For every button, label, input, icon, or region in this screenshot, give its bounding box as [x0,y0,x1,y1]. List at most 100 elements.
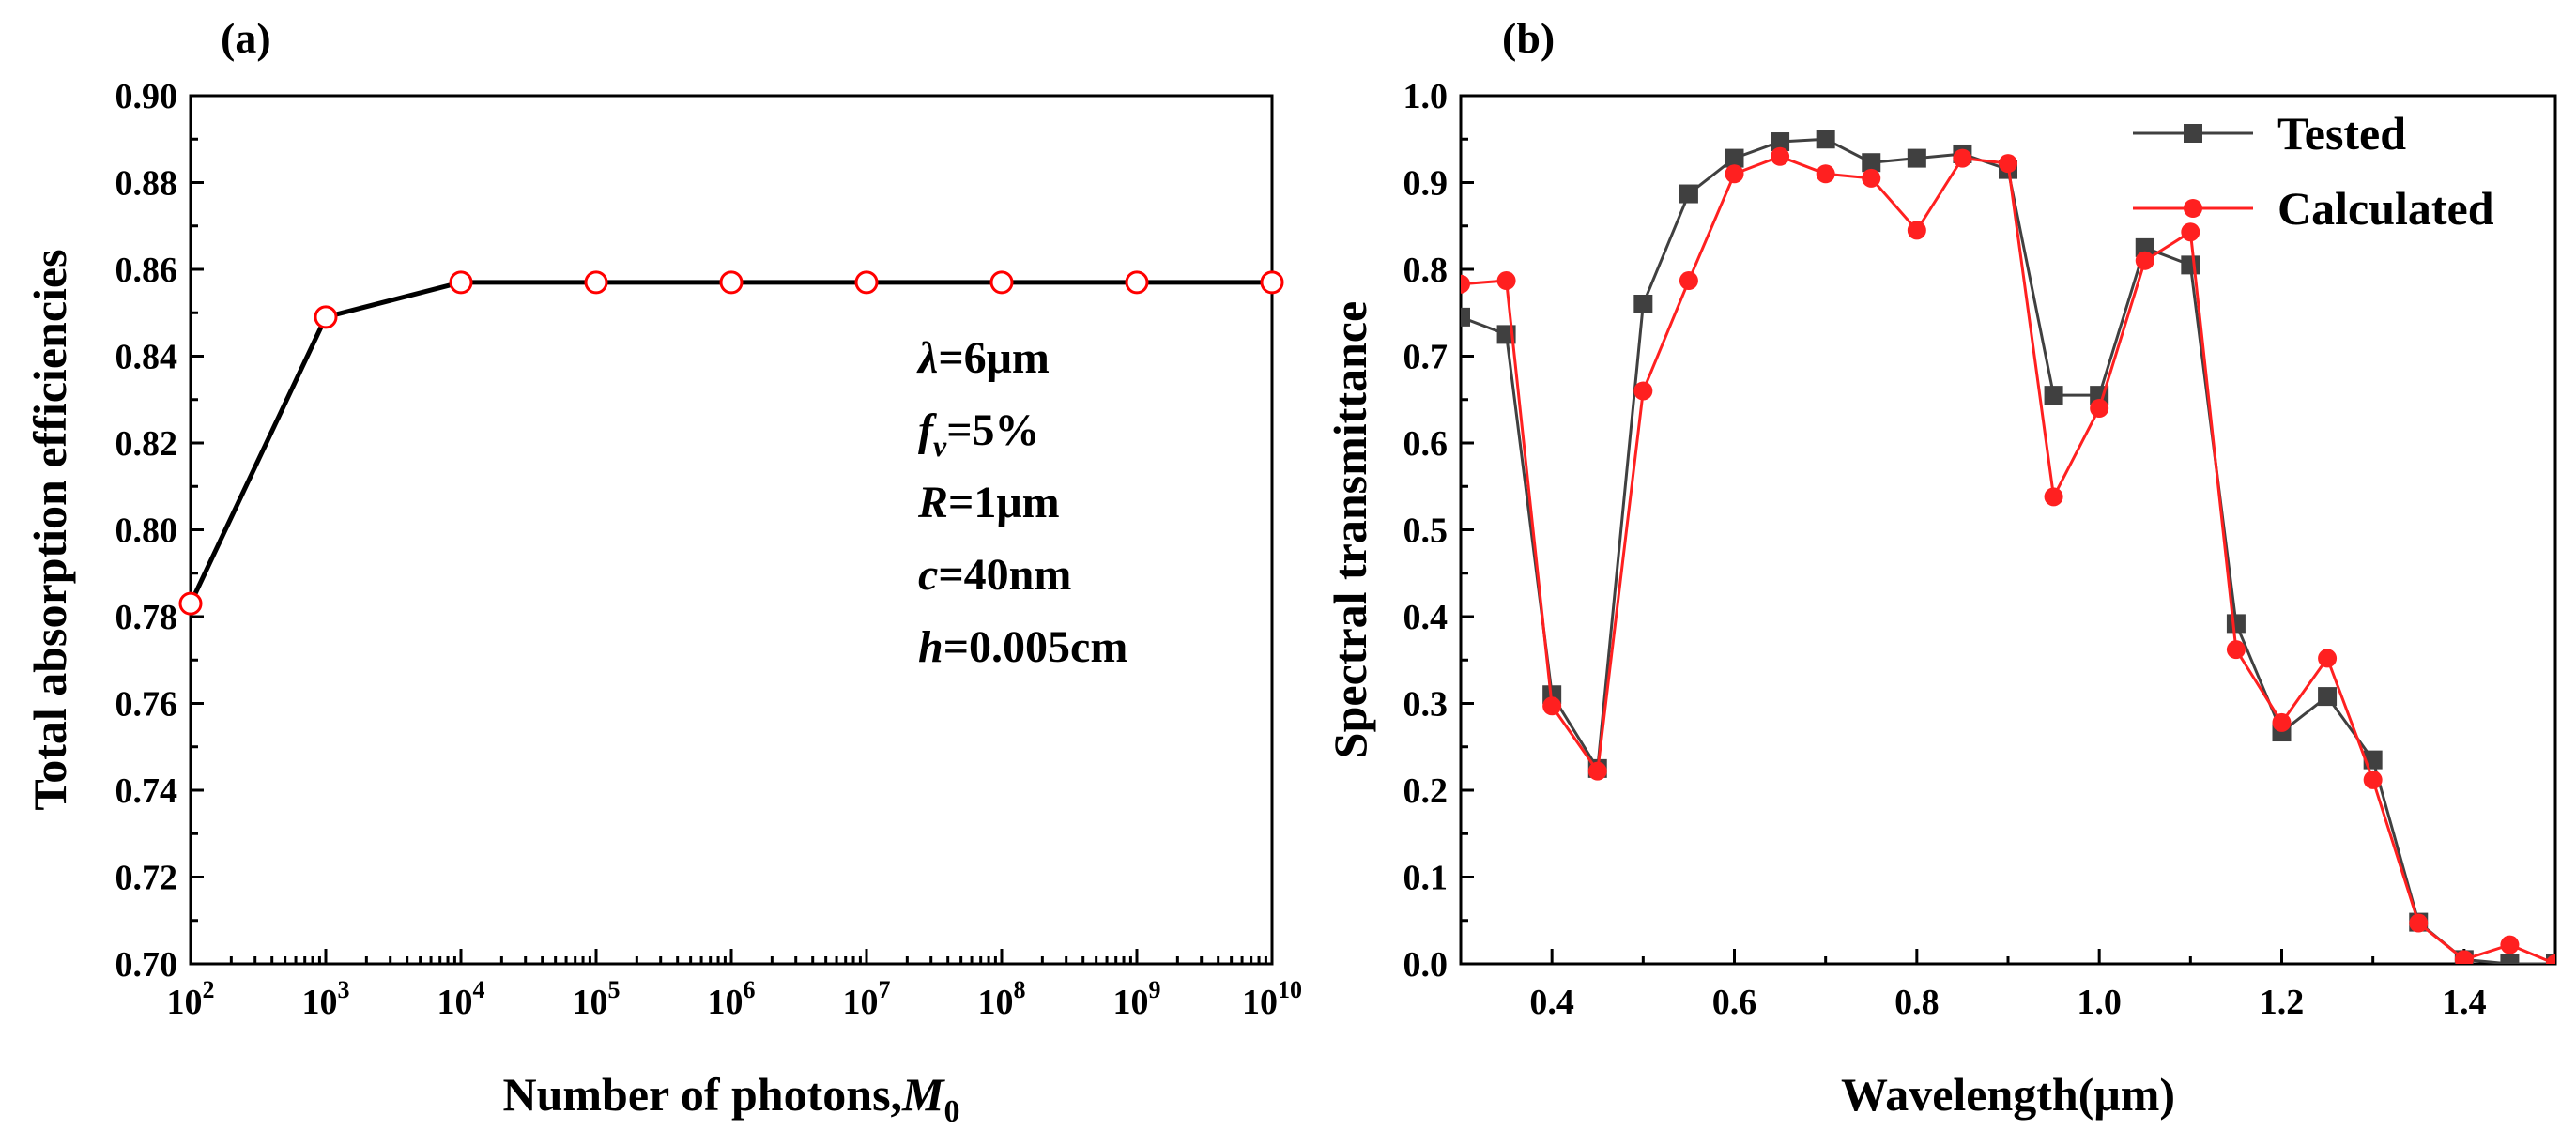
panel-a-x-tick-label: 102 [167,976,215,1022]
panel-b-tested-point [1633,295,1653,313]
panel-b-calculated-point [2409,913,2429,933]
panel-b: (b) 0.0 0.1 0.2 0.3 0.4 0.5 0.6 0.7 0.8 0.9 1.0 0.4… [1324,14,2557,1121]
panel-a-parameter-symbol: h [918,622,943,672]
panel-a-y-tick-label: 0.80 [115,511,178,551]
panel-b-y-tick-label: 0.1 [1403,859,1449,898]
panel-a-x-tick-base: 10 [1113,983,1149,1022]
panel-a-data-point [314,305,338,329]
panel-b-legend-calculated-label: Calculated [2277,182,2494,235]
panel-b-legend-tested-label: Tested [2277,107,2406,160]
panel-b-x-tick-label: 1.0 [2077,983,2122,1022]
panel-b-legend-tested-marker [2184,124,2202,143]
panel-a-x-tick-label: 105 [573,976,621,1022]
panel-b-legend-calculated-marker [2184,199,2202,218]
panel-a-y-tick-label: 0.88 [115,164,178,204]
panel-b-calculated-line [1461,155,2555,964]
panel-b-calculated-point [1862,168,1881,188]
panel-b-tested-point [2044,386,2063,405]
panel-a-data-point [449,270,473,295]
panel-b-x-tick-label: 0.4 [1529,983,1574,1022]
panel-a-parameter-value: =5% [946,405,1039,455]
panel-a-x-tick-exponent: 9 [1149,976,1161,1003]
panel-a-x-tick-base: 10 [978,983,1014,1022]
panel-a-parameter-symbol: λ [916,333,938,383]
panel-b-calculated-point [1725,164,1744,184]
panel-a-x-tick-base: 10 [167,983,203,1022]
panel-b-tested-point [1461,307,1470,327]
panel-a-x-axis-title-text: Number of photons, [502,1068,902,1121]
panel-b-y-tick-label: 0.6 [1403,424,1449,464]
panel-a-x-tick-label: 104 [437,976,485,1022]
panel-a-data-point [1125,270,1149,295]
panel-b-y-tick-label: 0.5 [1403,511,1449,551]
panel-a-parameter-label: h=0.005cm [918,622,1127,672]
panel-b-calculated-point [1587,761,1607,781]
panel-a-parameter-label: λ=6μm [916,333,1050,383]
panel-a-x-tick-base: 10 [843,983,879,1022]
panel-a-x-tick-label: 1010 [1242,976,1302,1022]
panel-a-data-point [584,270,608,295]
panel-a-parameter-symbol: R [917,478,948,527]
panel-a-y-axis-title: Total absorption efficiencies [23,249,76,810]
panel-a-x-axis-subscript: 0 [944,1094,960,1129]
panel-a-plot-frame [189,94,1274,966]
panel-a-y-tick-label: 0.72 [115,859,178,898]
panel-a-x-tick-base: 10 [1242,983,1278,1022]
panel-b-calculated-point [2272,712,2292,732]
panel-b-y-tick-label: 0.9 [1403,164,1449,204]
panel-b-calculated-point [1461,274,1470,294]
panel-b-calculated-point [2363,770,2383,789]
panel-a-parameter-label: R=1μm [917,478,1060,527]
panel-a-x-tick-exponent: 5 [608,976,621,1003]
panel-b-calculated-point [2546,954,2555,964]
panel-b-x-tick-label: 1.2 [2260,983,2305,1022]
panel-a-parameter-symbol: f [918,405,937,455]
panel-b-tested-point [1907,148,1926,168]
panel-b-calculated-point [1999,154,2017,174]
panel-a-parameter-value: =1μm [948,478,1060,527]
panel-b-tested-point [2181,255,2200,275]
panel-a-y-tick-label: 0.82 [115,424,178,464]
panel-b-calculated-point [1771,146,1790,166]
panel-b-tested-point [2318,687,2338,707]
panel-b-tested-point [2500,954,2520,964]
panel-a-x-tick-label: 109 [1113,976,1161,1022]
panel-a-parameter-value: =40nm [938,550,1071,600]
panel-b-calculated-point [2181,222,2200,242]
panel-b-tested-point [1771,132,1790,152]
panel-b-calculated-point [1816,164,1835,184]
panel-b-calculated-point [1496,271,1516,291]
panel-a-x-tick-base: 10 [437,983,473,1022]
panel-a-data-point [854,270,879,295]
panel-b-tested-point [2226,614,2246,634]
panel-a-data-point [989,270,1014,295]
panel-a-x-tick-exponent: 4 [473,976,485,1003]
panel-a-label: (a) [221,14,271,62]
panel-a-x-tick-exponent: 8 [1014,976,1026,1003]
panel-a-x-tick-label: 106 [708,976,756,1022]
panel-a-x-tick-exponent: 2 [203,976,215,1003]
panel-a-x-tick-base: 10 [708,983,744,1022]
panel-b-x-tick-label: 0.8 [1894,983,1940,1022]
panel-b-legend: Tested Calculated [2133,107,2494,235]
panel-b-calculated-point [2500,935,2520,954]
panel-b-y-axis-title: Spectral transmittance [1324,301,1376,758]
panel-b-calculated-point [1633,381,1653,401]
panel-b-calculated-point [2226,640,2246,660]
panel-b-y-tick-label: 0.7 [1403,338,1449,377]
panel-a-x-tick-exponent: 10 [1278,976,1302,1003]
panel-a-parameter-label: c=40nm [918,550,1071,600]
panel-a-y-tick-label: 0.76 [115,685,178,725]
panel-a-y-tick-label: 0.70 [115,945,178,985]
panel-a-y-tick-label: 0.90 [115,77,178,116]
panel-b-x-tick-label: 1.4 [2442,983,2487,1022]
panel-a-x-tick-exponent: 6 [744,976,756,1003]
panel-a-y-tick-label: 0.84 [115,338,178,377]
panel-a-data-point [178,591,203,616]
panel-b-calculated-point [2135,251,2154,270]
panel-b-y-tick-label: 1.0 [1403,77,1449,116]
panel-b-calculated-point [2454,950,2474,964]
panel-a-x-axis-title: Number of photons,M0 [502,1068,959,1129]
panel-a-series-line [188,280,1272,605]
